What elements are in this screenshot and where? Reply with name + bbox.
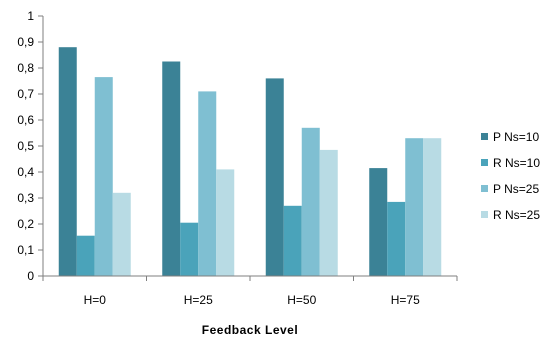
- bar: [301, 127, 320, 276]
- y-tick-label: 0,8: [17, 61, 34, 75]
- x-axis-title: Feedback Level: [202, 323, 298, 337]
- y-tick-label: 0,5: [17, 139, 34, 153]
- bar: [112, 192, 131, 276]
- y-tick-label: 0,6: [17, 113, 34, 127]
- x-category-label: H=50: [287, 293, 316, 307]
- y-tick-label: 0,4: [17, 165, 34, 179]
- bar: [369, 168, 388, 276]
- legend-swatch: [481, 159, 488, 166]
- bar: [265, 78, 284, 277]
- bar: [283, 205, 302, 276]
- legend-swatch: [481, 133, 488, 140]
- bars-group: [58, 47, 442, 277]
- y-tick-label: 1: [27, 9, 34, 23]
- legend-swatch: [481, 211, 488, 218]
- x-axis: H=0 H=25 H=50 H=75: [42, 275, 458, 307]
- bar: [216, 169, 235, 276]
- y-tick-label: 0,7: [17, 87, 34, 101]
- bar: [58, 47, 77, 277]
- bar: [180, 222, 199, 276]
- y-axis: 0 0,1 0,2 0,3 0,4 0,5 0,6 0,7 0,8 0,9 1: [17, 9, 44, 283]
- bar: [387, 201, 406, 276]
- legend-label: P Ns=25: [493, 182, 539, 196]
- bar: [94, 77, 113, 276]
- bar: [405, 138, 424, 276]
- y-tick-label: 0,9: [17, 35, 34, 49]
- bar: [423, 138, 442, 276]
- bar: [76, 235, 95, 276]
- x-category-label: H=75: [391, 293, 420, 307]
- legend-label: P Ns=10: [493, 130, 539, 144]
- legend: P Ns=10 R Ns=10 P Ns=25 R Ns=25: [481, 130, 540, 222]
- y-tick-label: 0: [27, 269, 34, 283]
- y-tick-label: 0,3: [17, 191, 34, 205]
- legend-swatch: [481, 185, 488, 192]
- bar: [198, 91, 217, 277]
- x-category-label: H=0: [84, 293, 107, 307]
- y-tick-label: 0,2: [17, 217, 34, 231]
- bar: [162, 61, 181, 276]
- y-tick-label: 0,1: [17, 243, 34, 257]
- x-category-label: H=25: [184, 293, 213, 307]
- legend-label: R Ns=10: [493, 156, 540, 170]
- legend-label: R Ns=25: [493, 208, 540, 222]
- bar: [319, 149, 338, 276]
